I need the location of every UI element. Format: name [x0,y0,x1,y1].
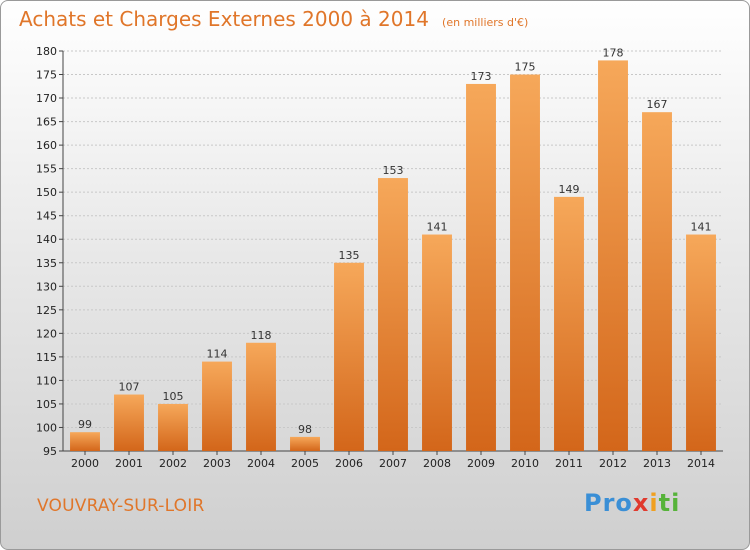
logo-part-4: ti [658,489,681,517]
title-block: Achats et Charges Externes 2000 à 2014 (… [19,7,528,31]
bar-value-label: 149 [559,183,580,196]
bars [70,60,716,452]
x-tick-label: 2002 [159,457,187,470]
bar-2010 [510,74,540,451]
y-tick-label: 110 [36,374,57,387]
bar-2007 [378,178,408,451]
chart-title: Achats et Charges Externes 2000 à 2014 [19,7,429,31]
y-tick-label: 160 [36,139,57,152]
logo-part-2: x [632,489,650,517]
bar-value-label: 178 [603,46,624,59]
y-tick-label: 100 [36,421,57,434]
x-tick-label: 2008 [423,457,451,470]
bar-2008 [422,234,452,451]
y-tick-label: 135 [36,257,57,270]
bar-value-label: 114 [207,348,228,361]
y-tick-label: 140 [36,233,57,246]
bar-2002 [158,403,188,451]
x-tick-label: 2005 [291,457,319,470]
bar-value-label: 135 [339,249,360,262]
y-tick-label: 105 [36,398,57,411]
x-tick-label: 2013 [643,457,671,470]
y-tick-label: 165 [36,116,57,129]
x-tick-label: 2010 [511,457,539,470]
bar-2001 [114,394,144,451]
bar-value-label: 98 [298,423,312,436]
bar-2012 [598,60,628,451]
x-tick-label: 2011 [555,457,583,470]
bar-value-label: 141 [427,221,448,234]
bar-value-label: 107 [119,381,140,394]
y-tick-label: 155 [36,163,57,176]
y-tick-label: 170 [36,92,57,105]
y-tick-label: 95 [43,445,57,458]
bar-2013 [642,112,672,452]
bar-value-label: 173 [471,70,492,83]
proxiti-logo: Proxiti [584,489,680,517]
y-tick-label: 115 [36,351,57,364]
x-tick-label: 2012 [599,457,627,470]
x-tick-label: 2006 [335,457,363,470]
x-tick-label: 2000 [71,457,99,470]
y-tick-label: 120 [36,327,57,340]
logo-part-3: i [649,489,659,517]
x-tick-label: 2007 [379,457,407,470]
bar-value-label: 167 [647,98,668,111]
bar-value-label: 141 [691,221,712,234]
x-tick-label: 2001 [115,457,143,470]
x-tick-label: 2003 [203,457,231,470]
bar-2006 [334,262,364,451]
bar-value-label: 153 [383,164,404,177]
x-tick-label: 2004 [247,457,275,470]
y-tick-label: 150 [36,186,57,199]
y-tick-label: 125 [36,304,57,317]
x-tick-label: 2014 [687,457,715,470]
bar-2004 [246,342,276,451]
commune-name: VOUVRAY-SUR-LOIR [37,496,205,516]
bar-value-label: 105 [163,390,184,403]
bar-2003 [202,361,232,451]
bar-2009 [466,83,496,452]
data-labels: 99 107 105 114 118 98 135 153 141 173 175 149 178 167… [78,46,712,435]
x-tick-label: 2009 [467,457,495,470]
bar-value-label: 175 [515,61,536,74]
bar-2014 [686,234,716,451]
bar-2005 [290,436,320,451]
bar-2011 [554,196,584,451]
y-tick-label: 145 [36,210,57,223]
bar-value-label: 99 [78,418,92,431]
logo-part-1: Pro [584,489,633,517]
y-tick-label: 180 [36,45,57,58]
chart-subtitle: (en milliers d'€) [442,16,529,29]
bar-2000 [70,432,100,451]
bar-value-label: 118 [251,329,272,342]
y-tick-label: 175 [36,69,57,82]
y-tick-label: 130 [36,280,57,293]
